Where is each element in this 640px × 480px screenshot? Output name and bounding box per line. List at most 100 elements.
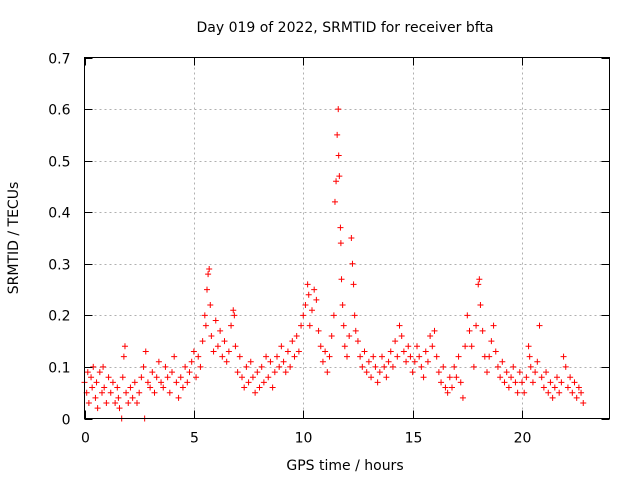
data-point [313,296,320,303]
data-point [193,374,200,381]
data-point [293,332,300,339]
data-point [322,348,329,355]
data-point [173,379,180,386]
data-point [379,353,385,360]
data-point [424,358,431,365]
data-point [221,338,228,345]
data-point [337,224,344,231]
data-point [427,332,434,339]
data-point [317,343,324,350]
data-point [348,235,355,241]
data-point [280,358,287,365]
data-point [562,363,569,370]
data-point [416,353,423,360]
data-point [247,358,254,365]
y-axis-label: SRMTID / TECUs [6,182,22,295]
grid-lines [84,57,610,419]
data-point [444,389,451,396]
data-point [120,353,127,360]
data-point [527,363,534,370]
data-point [239,374,245,381]
data-point [429,343,436,350]
data-point [179,384,186,391]
data-point [558,379,565,386]
data-point [337,240,344,247]
data-point [160,384,167,391]
data-point [477,302,484,309]
data-point [545,389,552,396]
data-point [479,327,486,334]
data-point [400,348,407,355]
data-point [109,379,116,386]
data-point [219,353,226,360]
data-point [501,379,508,386]
data-point [90,363,97,370]
data-point [543,369,550,376]
data-point [103,400,110,407]
data-point [551,384,558,391]
data-point [573,394,580,401]
data-point [305,291,312,298]
data-point [462,343,469,350]
data-point [278,343,285,350]
data-point [212,317,219,324]
data-point [536,322,543,329]
data-point [112,400,119,407]
data-point [197,363,204,370]
data-point [121,343,128,350]
data-point [300,312,307,319]
data-point [182,363,189,370]
data-point [464,312,471,319]
data-point [411,358,418,365]
data-point [217,327,224,334]
data-point [499,358,506,365]
data-point [199,338,206,345]
data-point [184,379,191,386]
data-point [414,343,420,350]
data-point [330,312,337,319]
data-point [195,353,202,360]
data-point [549,394,556,401]
data-point [523,374,530,381]
data-point [131,379,138,386]
data-point [188,358,195,365]
data-point [457,379,464,386]
data-point [459,394,466,401]
data-point [346,332,353,339]
data-point [359,363,366,370]
data-point [271,369,278,376]
data-point [468,343,475,350]
data-point [503,369,510,376]
data-point [455,353,462,360]
data-point [326,353,333,360]
data-point [171,353,178,360]
data-point [231,312,238,319]
data-point [214,343,221,350]
data-point [396,322,403,329]
data-point [442,384,449,391]
data-point [269,384,276,391]
data-point [324,369,331,376]
data-point [418,363,425,370]
data-point [151,389,158,396]
data-point [446,374,453,381]
data-point [335,152,342,159]
data-point [162,363,169,370]
data-point [512,379,519,386]
data-point [230,307,237,314]
data-point [473,322,480,329]
data-point [476,276,483,283]
data-point [405,343,412,350]
data-point [575,384,582,391]
data-point [115,394,122,401]
data-point [451,363,458,370]
y-tick-label: 0.7 [48,52,70,68]
data-point [560,353,567,360]
data-point [311,286,318,293]
data-point [392,338,399,345]
data-point [488,338,495,345]
data-point [519,379,525,386]
data-point [351,312,358,319]
data-point [529,379,536,386]
